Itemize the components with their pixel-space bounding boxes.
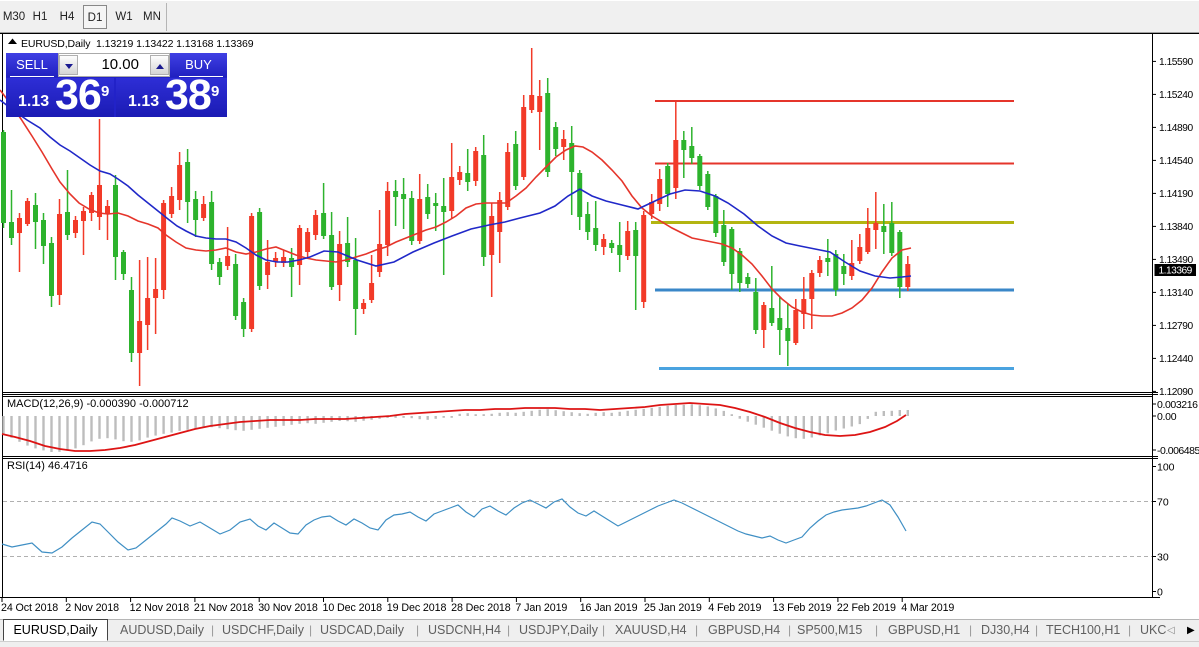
svg-text:28 Dec 2018: 28 Dec 2018: [451, 602, 511, 614]
svg-text:4 Mar 2019: 4 Mar 2019: [901, 602, 954, 614]
svg-text:1.12440: 1.12440: [1159, 354, 1193, 365]
svg-text:70: 70: [1157, 497, 1169, 509]
svg-text:1.14540: 1.14540: [1159, 156, 1193, 167]
svg-text:0: 0: [1157, 587, 1163, 599]
svg-text:1.14190: 1.14190: [1159, 189, 1193, 200]
svg-text:1.15590: 1.15590: [1159, 57, 1193, 68]
svg-text:1.14890: 1.14890: [1159, 123, 1193, 134]
svg-text:1.15240: 1.15240: [1159, 90, 1193, 101]
svg-text:21 Nov 2018: 21 Nov 2018: [194, 602, 254, 614]
svg-text:13 Feb 2019: 13 Feb 2019: [773, 602, 832, 614]
svg-text:12 Nov 2018: 12 Nov 2018: [130, 602, 190, 614]
svg-text:19 Dec 2018: 19 Dec 2018: [387, 602, 447, 614]
svg-text:100: 100: [1157, 462, 1175, 474]
svg-text:4 Feb 2019: 4 Feb 2019: [708, 602, 761, 614]
svg-text:RSI(14) 46.4716: RSI(14) 46.4716: [7, 460, 88, 472]
svg-text:30 Nov 2018: 30 Nov 2018: [258, 602, 318, 614]
svg-text:-0.006485: -0.006485: [1157, 445, 1199, 457]
svg-text:1.13369: 1.13369: [1159, 266, 1193, 277]
svg-text:1.13490: 1.13490: [1159, 255, 1193, 266]
svg-text:16 Jan 2019: 16 Jan 2019: [580, 602, 638, 614]
svg-text:1.12790: 1.12790: [1159, 321, 1193, 332]
svg-text:1.12090: 1.12090: [1159, 387, 1193, 398]
svg-text:7 Jan 2019: 7 Jan 2019: [515, 602, 567, 614]
svg-text:0.003216: 0.003216: [1157, 399, 1198, 411]
svg-text:MACD(12,26,9) -0.000390 -0.000: MACD(12,26,9) -0.000390 -0.000712: [7, 398, 189, 410]
svg-text:22 Feb 2019: 22 Feb 2019: [837, 602, 896, 614]
svg-text:30: 30: [1157, 552, 1169, 564]
svg-text:EURUSD,Daily 1.13219 1.13422: EURUSD,Daily 1.13219 1.13422 1.13168 1.1…: [21, 38, 254, 50]
svg-text:2 Nov 2018: 2 Nov 2018: [65, 602, 119, 614]
svg-text:1.13840: 1.13840: [1159, 222, 1193, 233]
svg-text:25 Jan 2019: 25 Jan 2019: [644, 602, 702, 614]
svg-text:10 Dec 2018: 10 Dec 2018: [323, 602, 383, 614]
svg-text:0.00: 0.00: [1157, 411, 1177, 423]
svg-text:24 Oct 2018: 24 Oct 2018: [1, 602, 58, 614]
svg-text:1.13140: 1.13140: [1159, 288, 1193, 299]
